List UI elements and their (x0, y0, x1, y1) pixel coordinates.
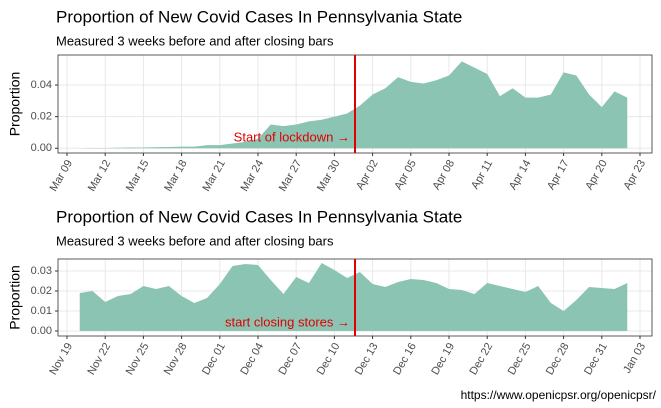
x-tick-label: Mar 30 (315, 158, 343, 194)
chart-subtitle: Measured 3 weeks before and after closin… (56, 33, 334, 48)
x-tick-label: Dec 31 (582, 341, 610, 377)
x-tick-label: Apr 08 (431, 158, 458, 192)
x-tick-label: Jan 03 (621, 341, 648, 376)
x-tick-label: Nov 28 (162, 341, 190, 377)
x-tick-label: Dec 10 (315, 341, 343, 377)
x-tick-label: Apr 23 (622, 158, 649, 192)
y-tick-label: 0.00 (31, 325, 52, 337)
x-tick-label: Mar 15 (124, 158, 152, 194)
x-tick-label: Mar 27 (277, 158, 305, 194)
x-tick-label: Dec 25 (506, 341, 534, 377)
x-tick-label: Dec 07 (276, 341, 304, 377)
x-tick-label: Dec 28 (544, 341, 572, 377)
x-tick-label: Mar 09 (48, 158, 76, 194)
x-tick-label: Apr 17 (545, 158, 572, 192)
x-tick-label: Mar 18 (162, 158, 190, 194)
x-tick-label: Dec 01 (200, 341, 228, 377)
x-tick-label: Dec 13 (353, 341, 381, 377)
x-tick-label: Dec 16 (391, 341, 419, 377)
x-tick-label: Dec 22 (467, 341, 495, 377)
x-tick-label: Mar 21 (200, 158, 228, 194)
area (79, 263, 628, 331)
x-tick-label: Dec 19 (429, 341, 457, 377)
x-tick-label: Apr 20 (583, 158, 610, 192)
chart-subtitle: Measured 3 weeks before and after closin… (56, 233, 334, 248)
x-tick-label: Apr 14 (507, 158, 534, 192)
x-tick-label: Apr 02 (354, 158, 381, 192)
x-tick-label: Mar 24 (239, 158, 267, 194)
x-tick-label: Dec 04 (238, 341, 266, 377)
annotation: start closing stores → (225, 314, 350, 329)
x-tick-label: Mar 12 (86, 158, 114, 194)
footer: https://www.openicpsr.org/openicpsr/ (461, 388, 657, 402)
y-tick-label: 0.00 (31, 142, 52, 154)
y-tick-label: 0.02 (31, 285, 52, 297)
y-axis-title: Proportion (7, 72, 23, 137)
chart-title: Proportion of New Covid Cases In Pennsyl… (56, 207, 462, 226)
y-tick-label: 0.04 (31, 79, 52, 91)
chart-title: Proportion of New Covid Cases In Pennsyl… (56, 7, 462, 26)
x-tick-label: Nov 25 (124, 341, 152, 377)
x-tick-label: Apr 05 (392, 158, 419, 192)
area (67, 61, 628, 149)
x-tick-label: Nov 22 (85, 341, 113, 377)
y-tick-label: 0.02 (31, 111, 52, 123)
y-tick-label: 0.03 (31, 265, 52, 277)
x-tick-label: Apr 11 (469, 158, 495, 191)
annotation: Start of lockdown → (234, 129, 350, 144)
y-axis-title: Proportion (7, 265, 23, 330)
x-tick-label: Nov 19 (47, 341, 75, 377)
y-tick-label: 0.01 (31, 305, 52, 317)
